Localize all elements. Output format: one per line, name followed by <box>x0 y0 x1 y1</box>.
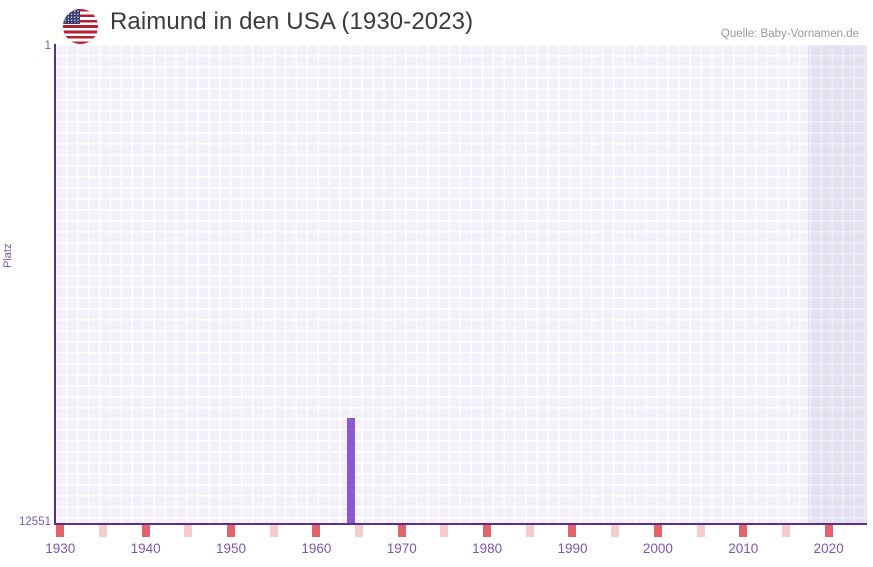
tick-marker-major <box>739 525 748 537</box>
tick-marker-major <box>653 525 662 537</box>
tick-marker-major <box>56 525 65 537</box>
flag-canton <box>63 9 80 24</box>
plot-area <box>56 45 867 523</box>
y-axis-line <box>54 44 56 525</box>
tick-marker-major <box>568 525 577 537</box>
x-axis-tick-markers <box>56 525 867 537</box>
x-axis-line <box>54 523 867 525</box>
us-flag-icon <box>63 9 98 44</box>
x-axis-tick-label: 1980 <box>472 541 503 556</box>
tick-marker-minor <box>696 525 705 537</box>
tick-marker-major <box>397 525 406 537</box>
x-axis-tick-label: 2000 <box>642 541 673 556</box>
tick-marker-minor <box>98 525 107 537</box>
x-axis-tick-label: 1950 <box>215 541 247 556</box>
x-axis-tick-label: 2010 <box>728 541 759 556</box>
tick-marker-minor <box>781 525 790 537</box>
tick-marker-minor <box>525 525 534 537</box>
tick-marker-major <box>483 525 492 537</box>
tick-marker-minor <box>269 525 278 537</box>
y-axis-tick-label-bottom: 12551 <box>19 516 51 528</box>
bar <box>346 418 355 523</box>
source-label: Quelle: Baby-Vornamen.de <box>720 28 859 40</box>
x-axis-tick-label: 2020 <box>813 541 844 556</box>
y-axis-tick-label-top: 1 <box>44 40 51 52</box>
tick-marker-minor <box>440 525 449 537</box>
x-axis-tick-label: 1970 <box>386 541 417 556</box>
tick-marker-major <box>226 525 235 537</box>
tick-marker-major <box>141 525 150 537</box>
tick-marker-minor <box>611 525 620 537</box>
tick-marker-minor <box>184 525 193 537</box>
tick-marker-minor <box>355 525 364 537</box>
recent-years-shaded-region <box>808 45 867 523</box>
y-axis-title: Platz <box>2 243 14 268</box>
chart-title: Raimund in den USA (1930-2023) <box>110 8 474 35</box>
plot-gridlines <box>56 45 867 523</box>
x-axis-tick-label: 1990 <box>557 541 588 556</box>
tick-marker-major <box>824 525 833 537</box>
x-axis-tick-label: 1960 <box>301 541 332 556</box>
x-axis-tick-label: 1930 <box>45 541 76 556</box>
x-axis-tick-label: 1940 <box>130 541 161 556</box>
tick-marker-major <box>312 525 321 537</box>
